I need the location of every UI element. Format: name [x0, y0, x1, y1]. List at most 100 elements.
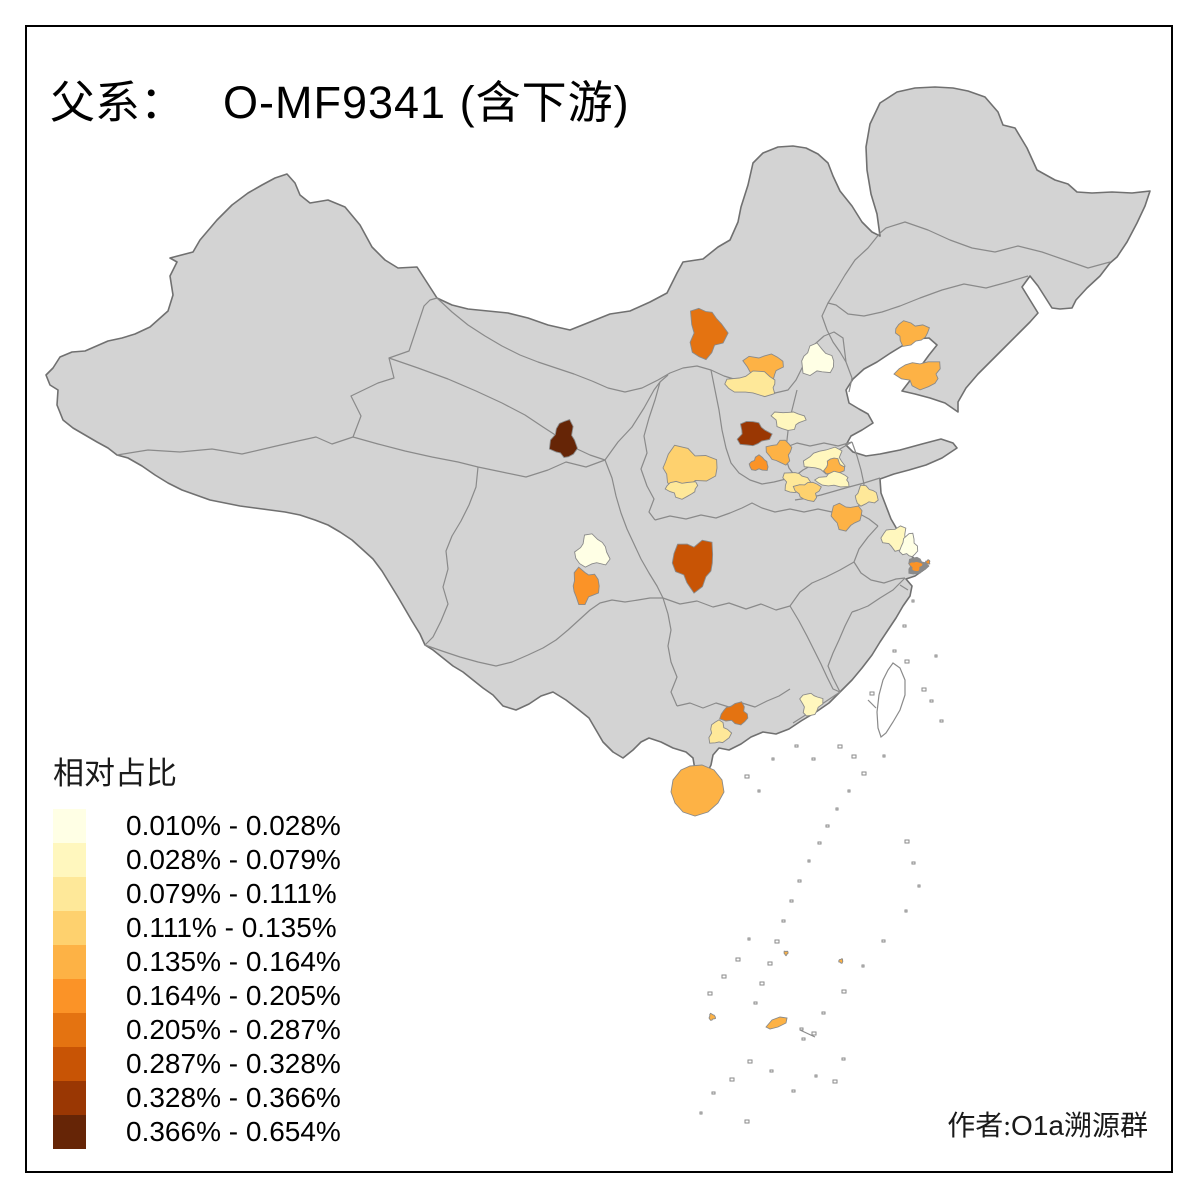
island-speck [771, 757, 775, 761]
island-speck [904, 909, 908, 913]
legend-title: 相对占比 [53, 756, 177, 791]
island-speck [835, 807, 839, 811]
region-liaoning-west [895, 320, 930, 347]
legend-row: 0.028% - 0.079% [53, 843, 341, 877]
sea-dash [899, 584, 909, 591]
legend-row: 0.287% - 0.328% [53, 1047, 341, 1081]
island-speck [811, 1031, 817, 1036]
region-inner-mongolia-west [689, 307, 729, 361]
region-shijiazhuang [770, 411, 807, 431]
island-speck [747, 1059, 753, 1064]
legend-swatch [53, 945, 86, 979]
region-gansu-central [548, 419, 579, 458]
island-speck [735, 957, 741, 962]
region-shaanxi-north [662, 444, 718, 492]
region-islet-1 [708, 1012, 716, 1021]
island-speck [861, 964, 865, 968]
island-speck [847, 789, 851, 793]
region-bozhou [854, 484, 879, 507]
island-speck [747, 937, 751, 941]
map-title: 父系： O-MF9341 (含下游) [50, 66, 630, 131]
region-zhengzhou [792, 481, 822, 502]
region-hainan [670, 764, 725, 817]
legend-row: 0.328% - 0.366% [53, 1081, 341, 1115]
island-speck [939, 719, 944, 723]
island-speck [794, 744, 799, 748]
legend-swatch [53, 843, 86, 877]
legend-row: 0.366% - 0.654% [53, 1115, 341, 1149]
legend-swatch [53, 979, 86, 1013]
region-xinzhou [724, 370, 776, 398]
legend-swatch [53, 1013, 86, 1047]
legend-row: 0.205% - 0.287% [53, 1013, 341, 1047]
legend-label: 0.111% - 0.135% [126, 912, 337, 943]
region-fuyang [830, 502, 863, 532]
island-speck [699, 1111, 703, 1115]
island-speck [929, 699, 934, 703]
island-speck [744, 774, 750, 779]
legend-row: 0.079% - 0.111% [53, 877, 341, 911]
region-islet-3 [838, 958, 844, 964]
region-maoming [708, 719, 733, 744]
sea-dash [867, 699, 877, 709]
region-beijing [801, 342, 835, 376]
region-changzhi [765, 439, 793, 466]
choropleth-regions [548, 307, 941, 1030]
island-speck [892, 649, 897, 653]
region-jincheng [748, 454, 769, 471]
island-speck [729, 1077, 735, 1082]
island-speck [837, 744, 843, 749]
legend-label: 0.164% - 0.205% [126, 980, 341, 1011]
island-speck [757, 789, 761, 793]
legend-label: 0.287% - 0.328% [126, 1048, 341, 1079]
island-speck [911, 599, 915, 603]
china-mainland [45, 86, 1151, 782]
author-credit: 作者:O1a溯源群 [947, 1110, 1148, 1142]
region-taiyuan [736, 420, 773, 447]
island-speck [744, 1119, 750, 1124]
island-speck [851, 754, 857, 759]
island-speck [767, 961, 773, 966]
island-speck [769, 1069, 774, 1073]
island-speck [911, 861, 916, 865]
province-boundaries [116, 221, 1111, 724]
legend-swatch [53, 877, 86, 911]
island-speck [861, 771, 867, 776]
legend-rows: 0.010% - 0.028% 0.028% - 0.079% 0.079% - 0… [53, 809, 341, 1149]
island-speck [774, 939, 780, 944]
region-dalian [893, 361, 941, 391]
legend-label: 0.135% - 0.164% [126, 946, 341, 977]
legend-swatch [53, 809, 86, 843]
legend-row: 0.135% - 0.164% [53, 945, 341, 979]
region-yunfu [719, 701, 749, 726]
island-speck [811, 757, 816, 761]
sea-islands [699, 584, 944, 1124]
legend-label: 0.205% - 0.287% [126, 1014, 341, 1045]
island-speck [799, 1027, 804, 1031]
island-speck [791, 1089, 796, 1093]
legend-label: 0.328% - 0.366% [126, 1082, 341, 1113]
island-speck [797, 879, 802, 883]
island-speck [904, 839, 910, 844]
legend-row: 0.010% - 0.028% [53, 809, 341, 843]
legend-swatch [53, 1047, 86, 1081]
region-chengdu [574, 533, 611, 568]
island-speck [882, 754, 886, 758]
title-prefix: 父系： [50, 78, 186, 128]
island-speck [817, 841, 822, 845]
island-speck [869, 691, 875, 696]
region-kaifeng [813, 470, 850, 488]
region-shanghai [908, 560, 924, 572]
island-speck [711, 1091, 716, 1095]
island-speck [825, 824, 830, 828]
island-speck [781, 919, 786, 923]
legend-label: 0.366% - 0.654% [126, 1116, 341, 1147]
region-islet-2 [783, 950, 789, 957]
island-speck [807, 859, 811, 863]
legend-swatch [53, 1115, 86, 1149]
island-speck [814, 1074, 818, 1078]
region-heyuan [799, 692, 824, 717]
region-shaanxi-central [664, 480, 699, 500]
island-speck [841, 1057, 846, 1061]
